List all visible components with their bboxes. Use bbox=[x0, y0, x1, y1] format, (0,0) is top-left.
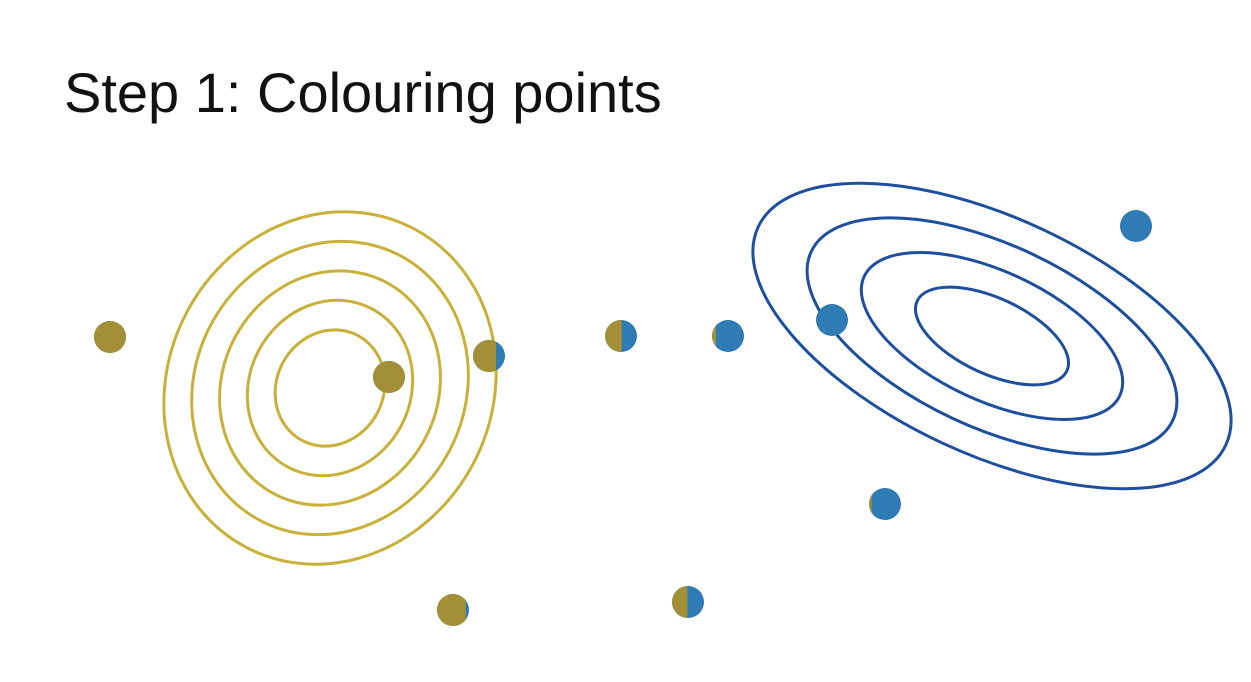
blue-cluster-ring-4 bbox=[901, 267, 1083, 405]
gold-cluster-ring-2 bbox=[141, 192, 520, 583]
data-point-6 bbox=[816, 304, 848, 336]
data-point-9 bbox=[437, 594, 469, 626]
blue-cluster-ring-1 bbox=[708, 120, 1251, 552]
data-point-1 bbox=[94, 321, 126, 353]
data-point-2 bbox=[373, 361, 405, 393]
gold-cluster-ring-3 bbox=[179, 232, 482, 545]
blue-cluster-contours bbox=[708, 120, 1251, 552]
data-point-8 bbox=[869, 488, 901, 520]
gold-cluster-contours bbox=[102, 153, 557, 623]
gold-cluster-ring-1 bbox=[102, 153, 557, 623]
data-point-4 bbox=[605, 320, 637, 352]
data-point-5 bbox=[712, 320, 744, 352]
data-point-10 bbox=[672, 586, 704, 618]
data-point-7 bbox=[1120, 210, 1152, 242]
blue-cluster-ring-3 bbox=[837, 218, 1147, 454]
gold-cluster-ring-4 bbox=[217, 271, 443, 505]
data-point-3 bbox=[473, 340, 505, 372]
